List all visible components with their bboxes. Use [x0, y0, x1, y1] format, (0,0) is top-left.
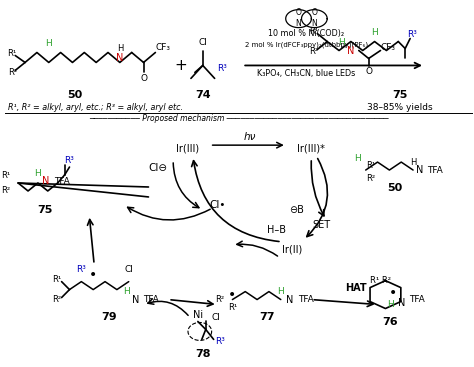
Text: ⊖B: ⊖B: [289, 205, 304, 215]
Text: Cl: Cl: [198, 38, 207, 47]
Text: R³: R³: [76, 265, 86, 274]
Text: R²: R²: [309, 47, 318, 56]
Text: 50: 50: [388, 183, 403, 193]
Text: ─────────── Proposed mechanism ───────────────────────────────────: ─────────── Proposed mechanism ─────────…: [90, 114, 389, 123]
Text: Cl⊖: Cl⊖: [149, 163, 168, 173]
Text: H: H: [277, 287, 284, 296]
Text: H: H: [355, 154, 361, 163]
Text: R¹: R¹: [309, 27, 318, 36]
Text: R²: R²: [366, 174, 375, 182]
Text: N: N: [416, 165, 424, 175]
Text: H: H: [35, 168, 41, 178]
Text: H: H: [46, 39, 52, 48]
Text: 50: 50: [67, 90, 82, 100]
Text: 2 mol % Ir(dFCF₃ppy)₂(dtbbpy)(PF₆): 2 mol % Ir(dFCF₃ppy)₂(dtbbpy)(PF₆): [245, 41, 368, 48]
Text: 75: 75: [37, 205, 53, 215]
Text: 10 mol % Ni(COD)₂: 10 mol % Ni(COD)₂: [268, 29, 345, 38]
Text: H: H: [117, 44, 123, 53]
Text: +: +: [175, 58, 187, 73]
Text: R³: R³: [407, 30, 417, 39]
Text: H: H: [337, 38, 345, 47]
Text: •: •: [228, 288, 237, 302]
Text: 38–85% yields: 38–85% yields: [367, 103, 433, 112]
Text: Ir(III): Ir(III): [176, 143, 200, 153]
Text: H: H: [410, 157, 416, 167]
Text: R²: R²: [8, 68, 17, 77]
Text: HAT: HAT: [345, 283, 366, 292]
Text: 75: 75: [392, 90, 408, 100]
Text: N: N: [116, 54, 124, 63]
Text: O: O: [296, 8, 301, 17]
Text: Cl•: Cl•: [210, 200, 226, 210]
Text: R¹: R¹: [8, 49, 17, 58]
Text: H: H: [123, 287, 130, 296]
Text: TFA: TFA: [409, 295, 425, 304]
Text: R¹ R²: R¹ R²: [370, 276, 391, 285]
Text: 79: 79: [101, 312, 117, 323]
Text: N: N: [296, 19, 301, 28]
Text: O: O: [311, 8, 317, 17]
Text: TFA: TFA: [144, 295, 159, 304]
Text: O: O: [365, 67, 372, 76]
Text: Cl: Cl: [211, 313, 220, 322]
Text: R¹, R² = alkyl, aryl, etc.; R³ = alkyl, aryl etc.: R¹, R² = alkyl, aryl, etc.; R³ = alkyl, …: [8, 103, 183, 112]
Text: R³: R³: [218, 64, 228, 73]
Text: hν: hν: [244, 132, 256, 142]
Text: Ni: Ni: [193, 309, 203, 320]
Text: H–B: H–B: [267, 225, 286, 235]
Text: •: •: [89, 268, 97, 281]
Text: R³: R³: [215, 337, 225, 346]
Text: Cl: Cl: [124, 265, 133, 274]
Text: •: •: [389, 286, 398, 299]
Text: R³: R³: [64, 156, 74, 164]
Text: R¹: R¹: [0, 171, 10, 179]
Text: CF₃: CF₃: [156, 43, 171, 52]
Text: R¹: R¹: [366, 161, 375, 170]
Text: N: N: [286, 295, 293, 305]
Text: 78: 78: [195, 349, 210, 359]
Text: R¹: R¹: [52, 275, 61, 284]
Text: 76: 76: [383, 317, 398, 327]
Text: 77: 77: [259, 312, 275, 323]
Text: N: N: [132, 295, 139, 305]
Text: K₃PO₄, CH₃CN, blue LEDs: K₃PO₄, CH₃CN, blue LEDs: [257, 69, 356, 78]
Text: TFA: TFA: [299, 295, 314, 304]
Text: R²: R²: [215, 295, 224, 304]
Text: N: N: [347, 46, 355, 55]
Text: H: H: [387, 300, 394, 309]
Text: 74: 74: [195, 90, 210, 100]
Text: TFA: TFA: [54, 177, 70, 185]
Text: R¹: R¹: [228, 303, 237, 312]
Text: CF₃: CF₃: [381, 43, 396, 52]
Text: R²: R²: [52, 295, 61, 304]
Text: H: H: [371, 28, 378, 37]
Text: Ir(III)*: Ir(III)*: [298, 143, 325, 153]
Text: SET: SET: [312, 220, 330, 230]
Text: O: O: [140, 74, 147, 83]
Text: N: N: [398, 298, 405, 308]
Text: R²: R²: [1, 186, 10, 196]
Text: N: N: [42, 176, 49, 186]
Text: TFA: TFA: [427, 166, 443, 175]
Text: N: N: [311, 19, 317, 28]
Text: Ir(II): Ir(II): [282, 245, 302, 255]
